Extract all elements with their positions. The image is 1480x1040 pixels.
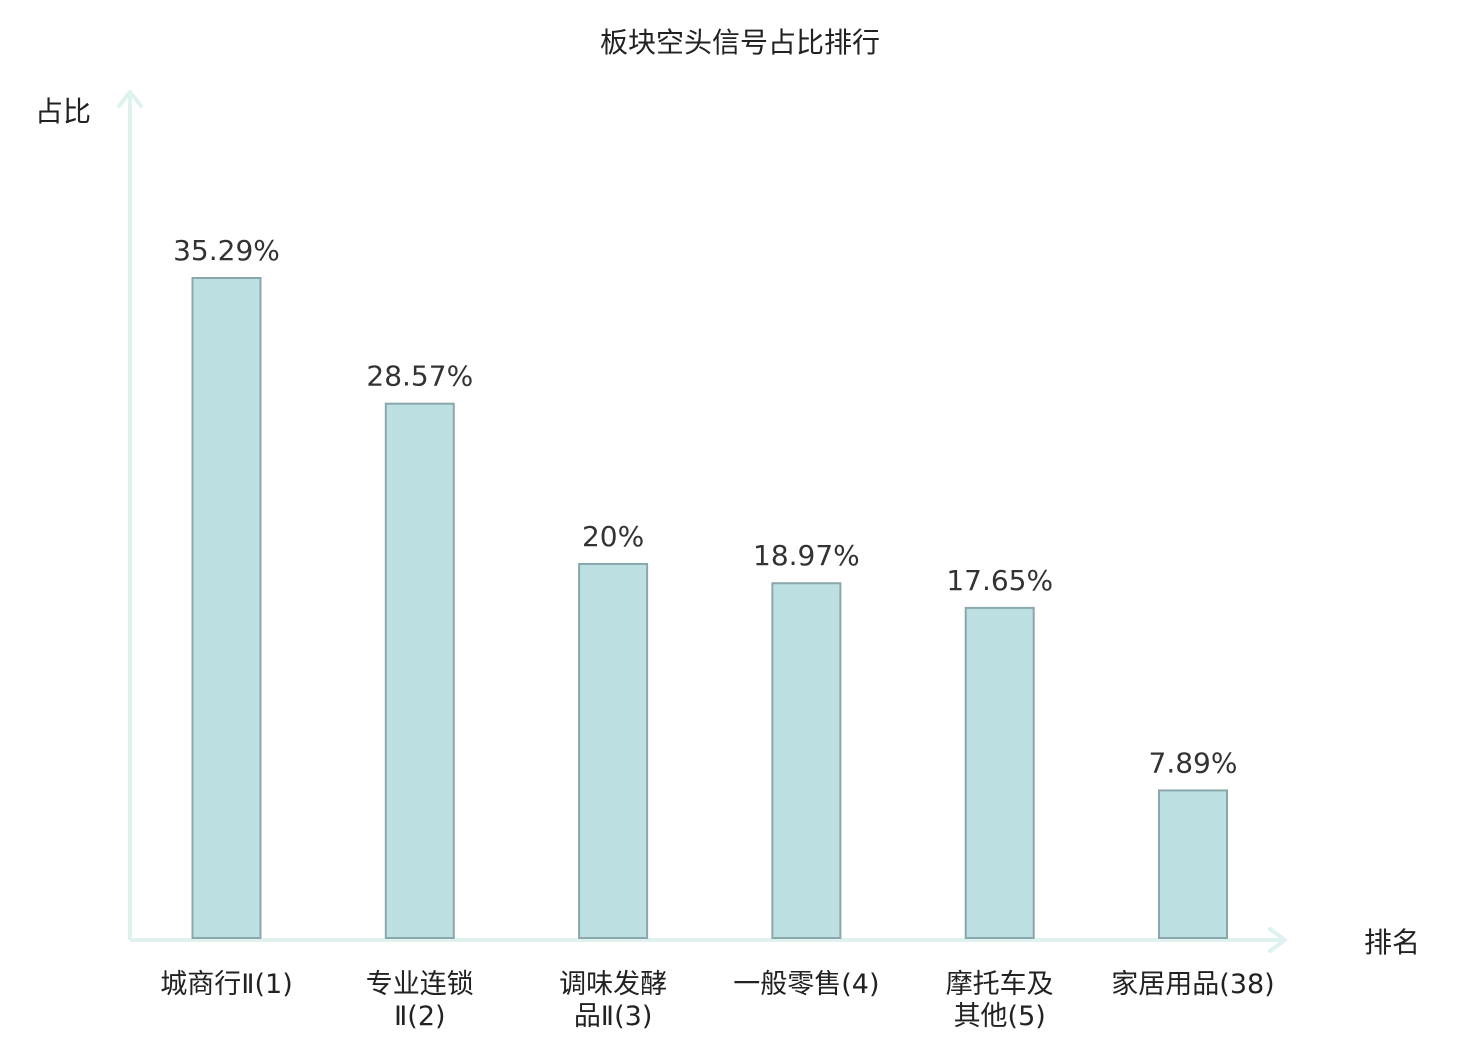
x-tick-label-3-line-1: 调味发酵 bbox=[559, 969, 667, 1000]
bar-5 bbox=[964, 606, 1035, 939]
bars bbox=[191, 277, 1228, 939]
value-label-6: 7.89% bbox=[1149, 746, 1238, 779]
x-axis-arrow bbox=[1268, 927, 1287, 953]
x-tick-label-1-line-1: 城商行Ⅱ(1) bbox=[160, 969, 293, 1000]
x-tick-label-2-line-1: 专业连锁 bbox=[366, 969, 474, 1000]
value-label-5: 17.65% bbox=[946, 564, 1053, 597]
value-label-4: 18.97% bbox=[753, 539, 860, 572]
x-tick-label-5-line-2: 其他(5) bbox=[954, 1001, 1046, 1032]
x-tick-label-5-line-1: 摩托车及 bbox=[946, 969, 1054, 1000]
x-axis-label: 排名 bbox=[1364, 926, 1420, 959]
x-tick-label-2-line-2: Ⅱ(2) bbox=[394, 1001, 446, 1032]
chart-title: 板块空头信号占比排行 bbox=[600, 26, 880, 59]
x-tick-label-4-line-1: 一般零售(4) bbox=[733, 969, 879, 1000]
axes bbox=[117, 90, 1287, 953]
value-label-1: 35.29% bbox=[173, 234, 280, 267]
value-labels: 35.29% 28.57% 20% 18.97% 17.65% 7.89% bbox=[173, 234, 1237, 779]
bar-1 bbox=[191, 277, 262, 939]
value-label-3: 20% bbox=[582, 520, 644, 553]
x-tick-label-6-line-1: 家居用品(38) bbox=[1111, 969, 1274, 1000]
bar-4 bbox=[771, 582, 842, 939]
y-axis-label: 占比 bbox=[35, 95, 91, 128]
value-label-2: 28.57% bbox=[366, 360, 473, 393]
bar-3 bbox=[578, 562, 649, 939]
x-tick-label-3-line-2: 品Ⅱ(3) bbox=[574, 1001, 653, 1032]
bar-6 bbox=[1158, 789, 1228, 939]
bar-2 bbox=[384, 402, 455, 939]
y-axis-arrow bbox=[117, 90, 143, 108]
